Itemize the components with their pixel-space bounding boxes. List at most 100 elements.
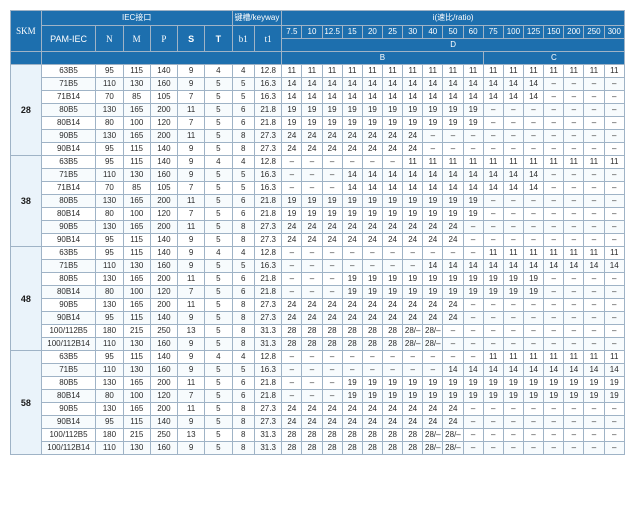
- cell-ratio-value: 28/–: [422, 428, 444, 442]
- cell-ratio-value: –: [301, 285, 323, 299]
- cell-ratio-value: 14: [422, 259, 444, 273]
- cell-ratio-value: 19: [462, 103, 484, 117]
- table-row: 100/112B5 180 215 250 13 5 8 31.3 28 28 28 28 28 28 28…: [11, 324, 626, 338]
- cell-ratio-value: –: [583, 441, 605, 455]
- cell-ratio-value: –: [321, 259, 343, 273]
- ratio-header-cell: 25: [381, 25, 404, 39]
- cell-n: 110: [95, 441, 124, 455]
- cell-ratio-value: –: [603, 298, 626, 312]
- cell-b1: 6: [231, 207, 256, 221]
- cell-ratio-value: 24: [321, 298, 343, 312]
- cell-ratio-value: 28: [321, 337, 343, 351]
- cell-m: 165: [122, 194, 151, 208]
- cell-n: 130: [95, 402, 124, 416]
- cell-ratio-value: 14: [301, 77, 323, 91]
- cell-ratio-value: 24: [361, 129, 383, 143]
- cell-ratio-value: 11: [482, 64, 504, 78]
- cell-ratio-value: –: [522, 103, 545, 117]
- cell-ratio-value: 24: [341, 402, 363, 416]
- cell-ratio-value: –: [482, 116, 504, 130]
- cell-ratio-value: –: [522, 194, 545, 208]
- cell-ratio-value: 24: [422, 311, 444, 325]
- cell-ratio-value: 14: [361, 77, 383, 91]
- cell-ratio-value: –: [341, 259, 363, 273]
- cell-b1: 8: [231, 311, 256, 325]
- cell-ratio-value: –: [543, 402, 565, 416]
- cell-ratio-value: –: [603, 103, 626, 117]
- cell-ratio-value: 24: [321, 129, 343, 143]
- cell-t1: 27.3: [254, 415, 283, 429]
- cell-b1: 4: [231, 350, 256, 364]
- cell-ratio-value: –: [522, 116, 545, 130]
- cell-ratio-value: –: [563, 233, 585, 247]
- table-row: 80B14 80 100 120 7 5 6 21.8– – –19 19 19 19 19 19 19 19 1…: [11, 389, 626, 403]
- cell-ratio-value: –: [583, 129, 605, 143]
- cell-ratio-value: 24: [402, 402, 424, 416]
- cell-ratio-value: –: [563, 402, 585, 416]
- cell-ratio-value: 19: [482, 376, 504, 390]
- cell-ratio-value: –: [583, 77, 605, 91]
- cell-t1: 21.8: [254, 207, 283, 221]
- cell-ratio-value: 28: [381, 337, 404, 351]
- cell-ratio-value: 28: [301, 441, 323, 455]
- cell-t1: 21.8: [254, 103, 283, 117]
- cell-p: 160: [149, 259, 178, 273]
- cell-ratio-value: 28: [381, 441, 404, 455]
- cell-t: 5: [204, 272, 233, 286]
- cell-ratio-value: 14: [402, 181, 424, 195]
- cell-ratio-value: 24: [422, 415, 444, 429]
- cell-ratio-value: 24: [301, 220, 323, 234]
- cell-t: 5: [204, 129, 233, 143]
- cell-ratio-value: 28: [321, 441, 343, 455]
- cell-n: 130: [95, 194, 124, 208]
- cell-ratio-value: –: [341, 350, 363, 364]
- cell-s: 11: [176, 194, 206, 208]
- cell-m: 165: [122, 298, 151, 312]
- cell-p: 200: [149, 194, 178, 208]
- cell-ratio-value: 14: [563, 363, 585, 377]
- table-row: 90B14 95 115 140 9 5 8 27.3 24 24 24 24 24 24 24– – – – – –…: [11, 142, 626, 156]
- cell-s: 9: [176, 168, 206, 182]
- cell-ratio-value: 24: [442, 402, 464, 416]
- cell-t: 5: [204, 207, 233, 221]
- cell-ratio-value: 19: [341, 207, 363, 221]
- cell-p: 140: [149, 142, 178, 156]
- cell-t: 5: [204, 363, 233, 377]
- cell-ratio-value: –: [603, 311, 626, 325]
- cell-ratio-value: 24: [361, 311, 383, 325]
- cell-ratio-value: –: [563, 194, 585, 208]
- cell-t: 5: [204, 220, 233, 234]
- cell-t1: 27.3: [254, 233, 283, 247]
- cell-ratio-value: 24: [361, 220, 383, 234]
- cell-p: 250: [149, 324, 178, 338]
- cell-ratio-value: 24: [301, 233, 323, 247]
- cell-t: 5: [204, 194, 233, 208]
- cell-b1: 8: [231, 324, 256, 338]
- cell-ratio-value: –: [563, 298, 585, 312]
- table-row: 38 63B5 95 115 140 9 4 4 12.8– – – – – –11 11 11 11 11 11 1…: [10, 155, 626, 247]
- cell-ratio-value: 24: [402, 129, 424, 143]
- cell-ratio-value: 14: [583, 259, 605, 273]
- cell-ratio-value: 24: [442, 220, 464, 234]
- cell-s: 11: [176, 129, 206, 143]
- cell-ratio-value: –: [482, 129, 504, 143]
- col-header-t: T: [204, 25, 233, 52]
- cell-ratio-value: –: [381, 363, 404, 377]
- ratio-header-cell: 7.5: [281, 25, 303, 39]
- cell-ratio-value: 19: [341, 376, 363, 390]
- cell-n: 130: [95, 376, 124, 390]
- cell-ratio-value: –: [603, 90, 626, 104]
- cell-ratio-value: 19: [543, 376, 565, 390]
- cell-m: 100: [122, 285, 151, 299]
- cell-s: 11: [176, 220, 206, 234]
- cell-s: 7: [176, 116, 206, 130]
- cell-ratio-value: 28: [361, 441, 383, 455]
- cell-ratio-value: –: [381, 350, 404, 364]
- cell-s: 9: [176, 363, 206, 377]
- cell-ratio-value: –: [543, 142, 565, 156]
- cell-ratio-value: –: [361, 246, 383, 260]
- cell-ratio-value: –: [482, 428, 504, 442]
- cell-ratio-value: –: [462, 337, 484, 351]
- cell-s: 9: [176, 441, 206, 455]
- cell-pam-iec: 100/112B14: [40, 441, 97, 455]
